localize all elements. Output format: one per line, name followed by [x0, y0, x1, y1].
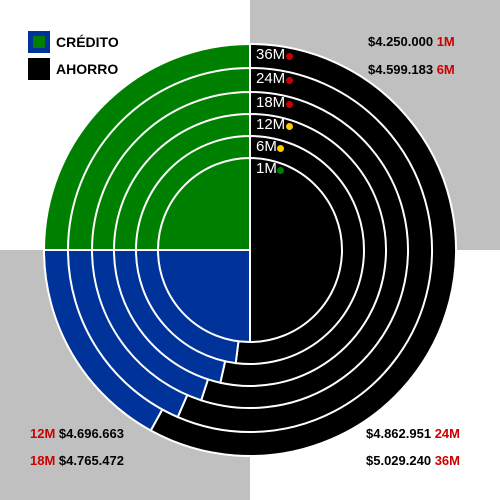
ring-dot-24M	[286, 77, 293, 84]
legend-ahorro: AHORRO	[28, 58, 118, 80]
legend-credito: CRÉDITO	[28, 31, 119, 53]
ring-label-1M: 1M	[256, 160, 277, 177]
amount-term: 1M	[436, 34, 455, 49]
ring-dot-12M	[286, 123, 293, 130]
ring-1M-credito	[156, 156, 251, 251]
ring-dot-6M	[277, 145, 284, 152]
amount-term: 36M	[434, 453, 460, 468]
amount-value: $4.765.472	[58, 453, 124, 468]
ring-dot-36M	[286, 53, 293, 60]
ring-label-18M: 18M	[256, 94, 286, 111]
amount-bottom-left-1: 12M $4.696.663	[30, 426, 124, 441]
amount-value: $4.862.951	[366, 426, 432, 441]
amount-term: 18M	[30, 453, 56, 468]
ring-label-12M: 12M	[256, 116, 286, 133]
amount-term: 24M	[434, 426, 460, 441]
ring-dot-18M	[286, 101, 293, 108]
ring-label-24M: 24M	[256, 70, 286, 87]
ring-1M-credito-blue	[156, 249, 251, 344]
legend-ahorro-label: AHORRO	[56, 61, 119, 77]
amount-term: 12M	[30, 426, 56, 441]
amount-value: $4.696.663	[58, 426, 124, 441]
amount-bottom-right-1: $4.862.951 24M	[366, 426, 460, 441]
amount-value: $4.599.183	[368, 62, 434, 77]
amount-top-right-2: $4.599.183 6M	[368, 62, 455, 77]
ring-label-6M: 6M	[256, 138, 277, 155]
amount-value: $5.029.240	[366, 453, 432, 468]
amount-bottom-left-2: 18M $4.765.472	[30, 453, 124, 468]
amount-term: 6M	[436, 62, 455, 77]
amount-value: $4.250.000	[368, 34, 434, 49]
amount-top-right-1: $4.250.000 1M	[368, 34, 455, 49]
ring-label-36M: 36M	[256, 46, 286, 63]
legend-credito-swatch	[28, 31, 50, 53]
amount-bottom-right-2: $5.029.240 36M	[366, 453, 460, 468]
legend-credito-label: CRÉDITO	[56, 34, 119, 50]
legend-ahorro-swatch	[28, 58, 50, 80]
ring-1M-ahorro	[249, 156, 343, 344]
ring-dot-1M	[277, 167, 284, 174]
